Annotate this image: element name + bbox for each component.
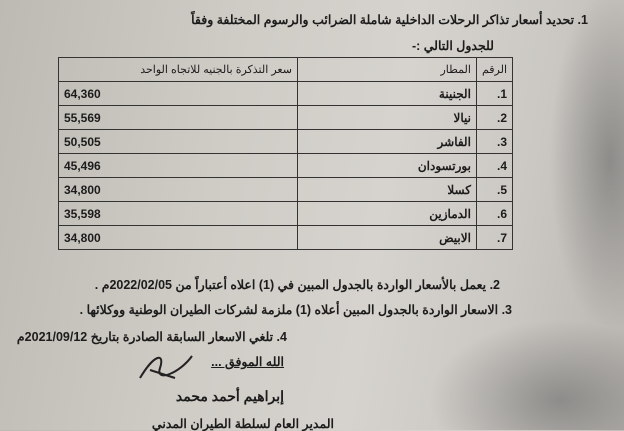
row-number: 7. (475, 225, 514, 250)
ticket-price: 45,496 (58, 153, 298, 178)
signatory-name: إبراهيم أحمد محمد (175, 388, 284, 404)
airport-name: الدمازين (296, 201, 477, 226)
table-row: 6. الدمازين 35,598 (58, 201, 514, 226)
item-2: 2. يعمل بالأسعار الواردة بالجدول المبين … (94, 278, 500, 292)
header-price: سعر التذكرة بالجنيه للاتجاه الواحد (58, 57, 298, 82)
row-number: 3. (475, 129, 514, 154)
ticket-price: 35,598 (58, 201, 298, 226)
airport-name: الابيض (296, 225, 477, 250)
airport-name: نيالا (296, 105, 477, 130)
ticket-price: 64,360 (58, 81, 298, 106)
table-row: 2. نيالا 55,569 (58, 105, 514, 130)
airport-name: بورتسودان (296, 153, 477, 178)
row-number: 4. (475, 153, 514, 178)
ticket-price: 55,569 (58, 105, 298, 130)
signature (139, 355, 193, 379)
header-number: الرقم (475, 57, 514, 82)
airport-name: الجنينة (296, 81, 477, 106)
ticket-price: 34,800 (58, 177, 298, 202)
item-3: 3. الاسعار الواردة بالجدول المبين أعلاه … (79, 303, 512, 317)
row-number: 2. (475, 105, 514, 130)
table-row: 3. الفاشر 50,505 (58, 129, 514, 154)
airport-name: كسلا (296, 177, 477, 202)
closing: الله الموفق ... (211, 355, 284, 369)
row-number: 6. (475, 201, 514, 226)
table-row: 1. الجنينة 64,360 (58, 81, 514, 106)
table-row: 7. الابيض 34,800 (58, 225, 514, 250)
ticket-price-table: الرقم المطار سعر التذكرة بالجنيه للاتجاه… (58, 57, 514, 250)
table-row: 5. كسلا 34,800 (58, 177, 514, 202)
item-4: 4. تلغي الاسعار السابقة الصادرة بتاريخ 2… (16, 330, 287, 344)
airport-name: الفاشر (296, 129, 477, 154)
ticket-price: 50,505 (58, 129, 298, 154)
intro-line-1: 1. تحديد أسعار تذاكر الرحلات الداخلية شا… (191, 13, 588, 27)
table-row: 4. بورتسودان 45,496 (58, 153, 514, 178)
header-airport: المطار (296, 57, 477, 82)
intro-line-2: للجدول التالي :- (411, 39, 494, 53)
ticket-price: 34,800 (58, 225, 298, 250)
row-number: 1. (475, 81, 514, 106)
row-number: 5. (475, 177, 514, 202)
footer-partial: المدير العام لسلطة الطيران المدني (151, 417, 334, 431)
